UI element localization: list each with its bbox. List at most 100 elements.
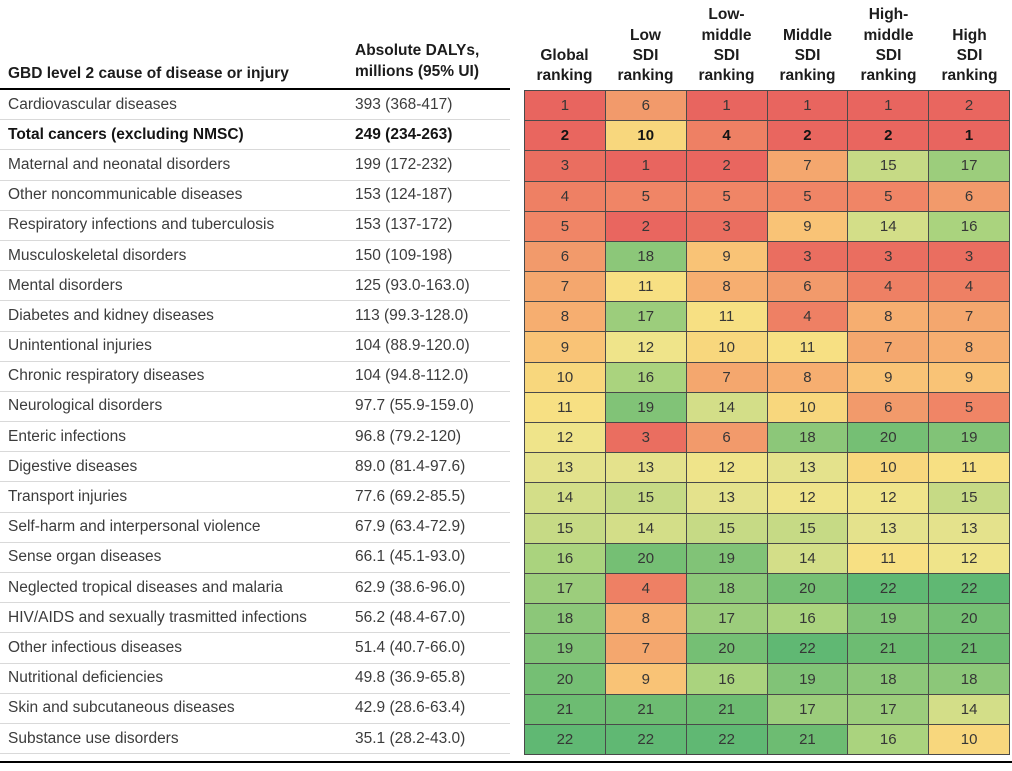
dalys-value: 51.4 (40.7-66.0) xyxy=(355,638,466,656)
rank-cell: 11 xyxy=(929,453,1009,483)
rank-cell: 2 xyxy=(686,151,767,181)
dalys-column-header: Absolute DALYs, millions (95% UI) xyxy=(355,42,480,81)
rank-cell: 5 xyxy=(686,181,767,211)
rank-cell: 6 xyxy=(605,91,686,121)
rank-cell: 16 xyxy=(605,362,686,392)
column-header-global-ranking: Global ranking xyxy=(536,46,593,84)
rank-cell: 17 xyxy=(525,573,605,604)
dalys-value: 35.1 (28.2-43.0) xyxy=(355,729,466,747)
rank-cell: 16 xyxy=(929,211,1009,241)
rank-cell: 17 xyxy=(686,604,767,634)
cause-label: Respiratory infections and tuberculosis xyxy=(8,216,275,234)
rank-cell: 16 xyxy=(767,604,848,634)
rank-cell: 10 xyxy=(525,362,605,392)
rank-cell: 13 xyxy=(848,513,929,543)
rank-cell: 9 xyxy=(767,211,848,241)
rank-cell: 10 xyxy=(686,332,767,362)
rank-cell: 9 xyxy=(929,362,1009,392)
rank-cell: 8 xyxy=(686,272,767,302)
rank-cell: 6 xyxy=(929,181,1009,211)
column-header-middle-sdi-ranking: Middle SDI ranking xyxy=(779,26,836,84)
cause-label: Other infectious diseases xyxy=(8,638,183,656)
dalys-value: 153 (124-187) xyxy=(355,186,453,204)
table-row: Substance use disorders 35.1 (28.2-43.0) xyxy=(0,724,510,755)
rank-cell: 1 xyxy=(929,121,1009,151)
rank-cell: 8 xyxy=(848,302,929,332)
table-row: Sense organ diseases 66.1 (45.1-93.0) xyxy=(0,543,510,573)
rank-cell: 7 xyxy=(767,151,848,181)
rank-cell: 4 xyxy=(686,121,767,151)
rank-cell: 12 xyxy=(686,453,767,483)
rank-cell: 17 xyxy=(767,694,848,724)
rank-cell: 5 xyxy=(525,211,605,241)
rank-cell: 7 xyxy=(525,272,605,302)
table-row: HIV/AIDS and sexually trasmitted infecti… xyxy=(0,603,510,634)
table-row: Unintentional injuries 104 (88.9-120.0) xyxy=(0,332,510,362)
rank-cell: 7 xyxy=(929,302,1009,332)
rank-cell: 13 xyxy=(605,453,686,483)
rank-cell: 19 xyxy=(686,543,767,573)
dalys-value: 49.8 (36.9-65.8) xyxy=(355,669,466,687)
dalys-value: 199 (172-232) xyxy=(355,155,453,173)
rank-cell: 6 xyxy=(767,272,848,302)
table-row: Other noncommunicable diseases 153 (124-1… xyxy=(0,181,510,211)
rank-cell: 14 xyxy=(848,211,929,241)
cause-label: Enteric infections xyxy=(8,427,127,445)
rank-cell: 5 xyxy=(767,181,848,211)
rank-cell: 11 xyxy=(525,392,605,422)
rank-cell: 2 xyxy=(767,121,848,151)
cause-label: Neglected tropical diseases and malaria xyxy=(8,578,283,596)
rank-cell: 4 xyxy=(605,573,686,604)
rank-cell: 5 xyxy=(848,181,929,211)
bottom-rule xyxy=(0,761,1012,763)
dalys-value: 42.9 (28.6-63.4) xyxy=(355,699,466,717)
column-header-low-middle-sdi-ranking: Low- middle SDI ranking xyxy=(698,6,755,84)
rank-cell: 2 xyxy=(605,211,686,241)
rank-cell: 18 xyxy=(686,573,767,604)
rank-cell: 6 xyxy=(686,422,767,453)
rank-cell: 1 xyxy=(686,91,767,121)
rank-cell: 10 xyxy=(605,121,686,151)
cause-label: Mental disorders xyxy=(8,276,123,294)
table-row: Cardiovascular diseases 393 (368-417) xyxy=(0,90,510,121)
cause-label: Diabetes and kidney diseases xyxy=(8,306,214,324)
rank-cell: 19 xyxy=(848,604,929,634)
rank-cell: 7 xyxy=(686,362,767,392)
dalys-value: 62.9 (38.6-96.0) xyxy=(355,578,466,596)
cause-label: Maternal and neonatal disorders xyxy=(8,155,231,173)
rank-cell: 3 xyxy=(525,151,605,181)
cause-label: Neurological disorders xyxy=(8,397,163,415)
rank-cell: 20 xyxy=(929,604,1009,634)
rank-cell: 12 xyxy=(848,483,929,513)
table-row: Musculoskeletal disorders 150 (109-198) xyxy=(0,241,510,272)
dalys-value: 89.0 (81.4-97.6) xyxy=(355,457,466,475)
rank-cell: 21 xyxy=(767,724,848,754)
body-gap xyxy=(510,90,524,755)
rank-cell: 3 xyxy=(686,211,767,241)
rank-cell: 15 xyxy=(525,513,605,543)
table-row: Enteric infections 96.8 (79.2-120) xyxy=(0,422,510,453)
table-row: Self-harm and interpersonal violence 67.9… xyxy=(0,513,510,543)
dalys-value: 66.1 (45.1-93.0) xyxy=(355,548,466,566)
rank-cell: 17 xyxy=(929,151,1009,181)
rank-cell: 21 xyxy=(848,634,929,664)
rank-cell: 7 xyxy=(848,332,929,362)
dalys-value: 125 (93.0-163.0) xyxy=(355,276,470,294)
table-row: Chronic respiratory diseases 104 (94.8-11… xyxy=(0,362,510,392)
rank-cell: 11 xyxy=(686,302,767,332)
rank-cell: 8 xyxy=(605,604,686,634)
cause-label: Nutritional deficiencies xyxy=(8,669,164,687)
dalys-value: 150 (109-198) xyxy=(355,246,453,264)
rank-cell: 22 xyxy=(686,724,767,754)
rank-cell: 12 xyxy=(767,483,848,513)
dalys-value: 67.9 (63.4-72.9) xyxy=(355,518,466,536)
dalys-value: 77.6 (69.2-85.5) xyxy=(355,488,466,506)
rank-cell: 13 xyxy=(767,453,848,483)
rank-cell: 13 xyxy=(525,453,605,483)
rank-cell: 3 xyxy=(767,241,848,272)
dalys-value: 97.7 (55.9-159.0) xyxy=(355,397,474,415)
rank-cell: 16 xyxy=(848,724,929,754)
rank-cell: 16 xyxy=(686,664,767,694)
rank-cell: 19 xyxy=(767,664,848,694)
rank-cell: 2 xyxy=(929,91,1009,121)
